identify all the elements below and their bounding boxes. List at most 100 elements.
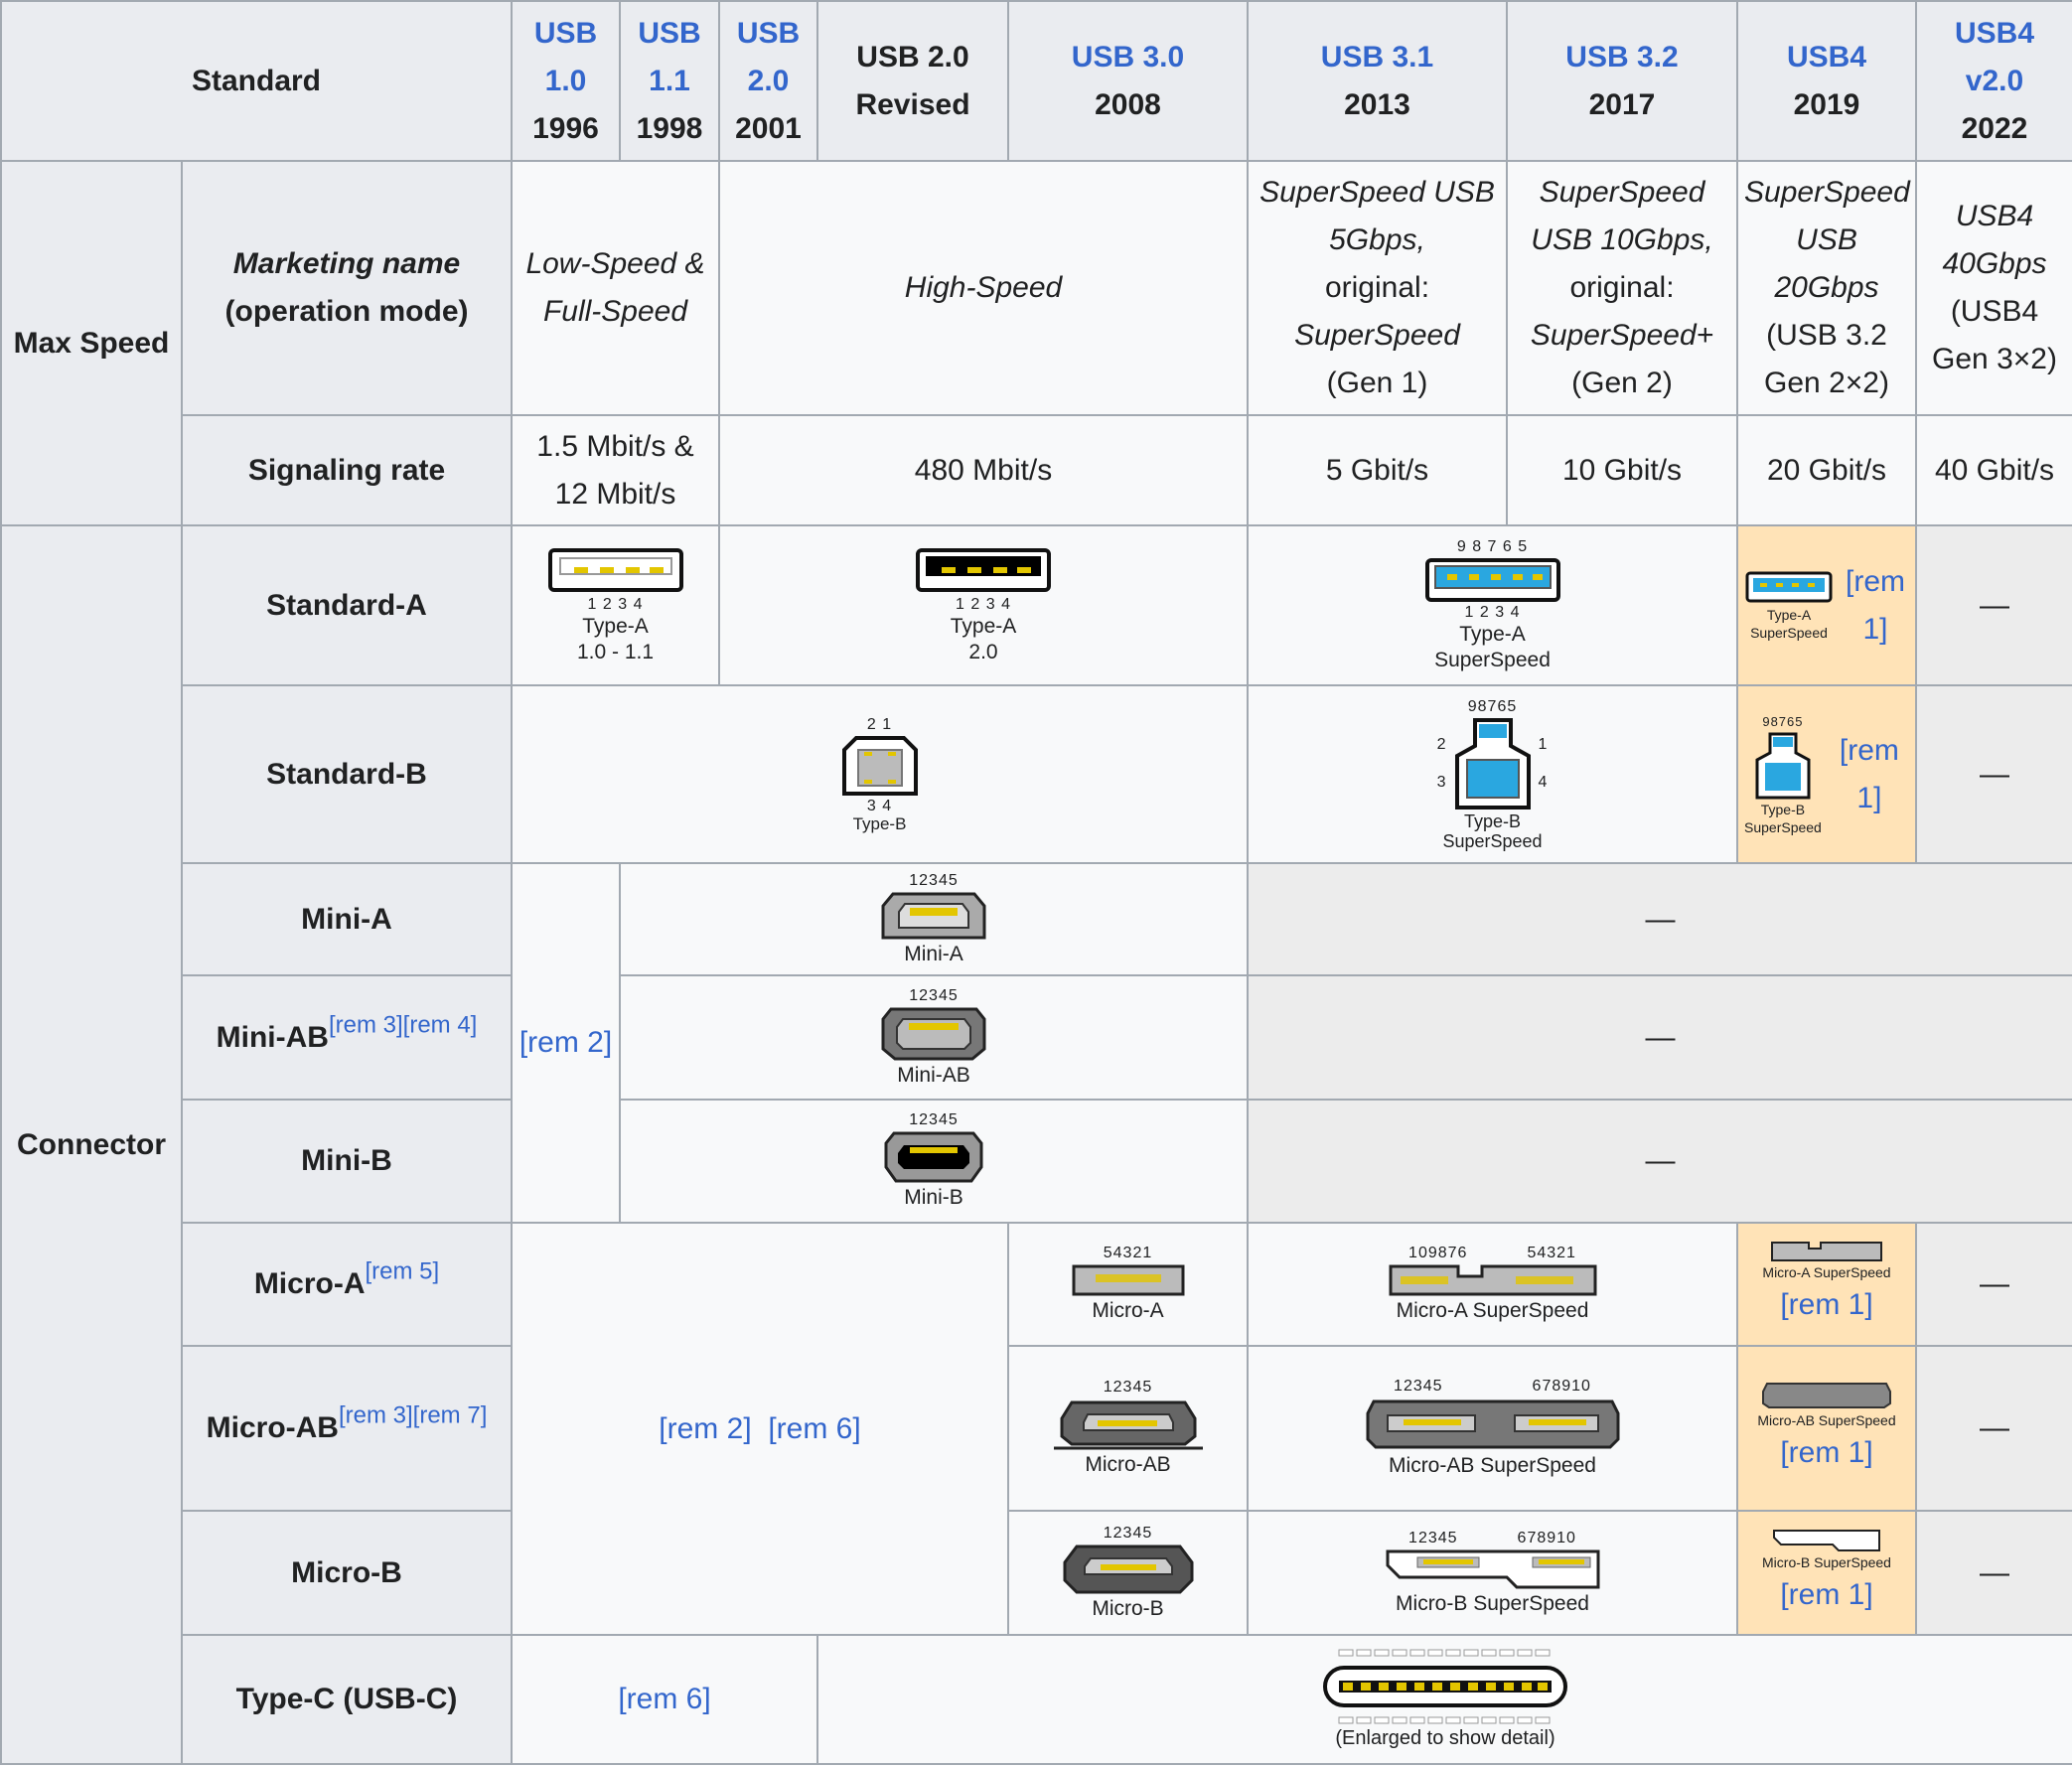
max-speed-header: Max Speed: [0, 160, 183, 526]
mini-b-label: Mini-B: [181, 1099, 513, 1224]
rem-2-link[interactable]: [rem 2]: [518, 1026, 613, 1059]
connector-header: Connector: [0, 524, 183, 1765]
marketing-usb32: SuperSpeed USB 20Gbps (USB 3.2 Gen 2×2): [1736, 160, 1917, 416]
marketing-usb30: SuperSpeed USB 5Gbps, original: SuperSpeed…: [1247, 160, 1508, 416]
mini-b-connector-icon: [884, 1131, 983, 1183]
micro-a-ss-cell: 109876 54321 Micro-A SuperSpeed: [1247, 1222, 1738, 1347]
mini-ab-cell: 12345 Mini-AB: [619, 974, 1249, 1101]
rem-1-link[interactable]: [rem 1]: [1839, 733, 1899, 814]
standard-header: Standard: [0, 0, 513, 162]
signaling-row: Signaling rate 1.5 Mbit/s & 12 Mbit/s 48…: [1, 414, 2072, 526]
micro-ab-row: Micro-AB[rem 3][rem 7] 12345 Micro-AB 12…: [1, 1345, 2072, 1512]
micro-b-ss-usb32-cell: Micro-B SuperSpeed [rem 1]: [1736, 1510, 1917, 1636]
micro-a-usb4-na: —: [1915, 1222, 2072, 1347]
type-b-superspeed-connector-icon: [1454, 717, 1531, 809]
micro-b-connector-icon: [1063, 1545, 1193, 1593]
signal-high: 480 Mbit/s: [718, 414, 1249, 526]
micro-b-superspeed-small-icon: [1773, 1529, 1880, 1551]
standard-a-usb4-na: —: [1915, 524, 2072, 686]
type-b-cell: 2 1 3 4 Type-B: [511, 684, 1249, 864]
type-a-11-cell: 1 2 3 4 Type-A 1.0 - 1.1: [511, 524, 720, 686]
rem-2-link[interactable]: [rem 2]: [659, 1411, 752, 1445]
micro-b-ss-cell: 12345 678910 Micro-B SuperSpeed: [1247, 1510, 1738, 1636]
micro-ab-cell: 12345 Micro-AB: [1007, 1345, 1249, 1512]
micro-a-row: Micro-A[rem 5] [rem 2] [rem 6] 54321 Mic…: [1, 1222, 2072, 1636]
standard-b-usb4-na: —: [1915, 684, 2072, 864]
col-usb4: USB4 2019: [1736, 0, 1917, 162]
marketing-usb4: USB4 40Gbps (USB4 Gen 3×2): [1915, 160, 2072, 416]
micro-b-label: Micro-B: [181, 1510, 513, 1636]
usb4-link[interactable]: USB4: [1786, 40, 1867, 74]
micro-b-usb4-na: —: [1915, 1510, 2072, 1636]
col-usb11: USB 1.1 1998: [619, 0, 720, 162]
type-c-connector-icon: [1323, 1649, 1567, 1724]
marketing-high-speed: High-Speed: [718, 160, 1249, 416]
marketing-row: Max Speed Marketing name (operation mode)…: [0, 160, 2072, 526]
signal-usb31: 10 Gbit/s: [1506, 414, 1738, 526]
micro-ab-ss-cell: 12345 678910 Micro-AB SuperSpeed: [1247, 1345, 1738, 1512]
col-usb10: USB 1.0 1996: [511, 0, 621, 162]
micro-ab-connector-icon: [1053, 1400, 1203, 1450]
micro-ab-superspeed-connector-icon: [1366, 1399, 1619, 1449]
col-usb30: USB 3.0 2008: [1007, 0, 1249, 162]
mini-a-cell: 12345 Mini-A: [619, 862, 1249, 976]
standard-a-label: Standard-A: [181, 524, 513, 686]
type-a-superspeed-small-icon: [1745, 571, 1833, 602]
rem-3-link[interactable]: [rem 3]: [338, 1401, 413, 1429]
signal-usb4: 40 Gbit/s: [1915, 414, 2072, 526]
usb-1-1-link[interactable]: USB 1.1: [638, 16, 701, 97]
rem-1-link[interactable]: [rem 1]: [1846, 564, 1905, 646]
type-b-superspeed-small-icon: [1755, 732, 1811, 799]
marketing-usb31: SuperSpeed USB 10Gbps, original: SuperSpee…: [1506, 160, 1738, 416]
mini-ab-na: —: [1247, 974, 2072, 1101]
mini-a-connector-icon: [881, 892, 986, 939]
micro-a-superspeed-small-icon: [1771, 1242, 1882, 1261]
standard-b-label: Standard-B: [181, 684, 513, 864]
rem-3-link[interactable]: [rem 3]: [328, 1011, 403, 1039]
micro-rem-cell: [rem 2] [rem 6]: [511, 1222, 1009, 1636]
rem-1-link[interactable]: [rem 1]: [1780, 1577, 1873, 1611]
rem-6-link[interactable]: [rem 6]: [618, 1683, 711, 1715]
standard-a-row: Connector Standard-A 1 2 3 4 Type-A 1.0 -…: [0, 524, 2072, 1765]
usb-3-0-link[interactable]: USB 3.0: [1071, 40, 1185, 74]
col-usb4v2: USB4 v2.0 2022: [1915, 0, 2072, 162]
micro-a-connector-icon: [1072, 1264, 1184, 1296]
marketing-low-full: Low-Speed & Full-Speed: [511, 160, 720, 416]
micro-ab-label: Micro-AB[rem 3][rem 7]: [181, 1345, 513, 1512]
usb-3-2-link[interactable]: USB 3.2: [1565, 40, 1679, 74]
rem-7-link[interactable]: [rem 7]: [412, 1401, 488, 1429]
type-c-cell: (Enlarged to show detail): [816, 1634, 2072, 1765]
rem-1-link[interactable]: [rem 1]: [1780, 1288, 1873, 1321]
mini-a-na: —: [1247, 862, 2072, 976]
mini-a-row: Mini-A [rem 2] 12345 Mini-A —: [1, 862, 2072, 1224]
rem-4-link[interactable]: [rem 4]: [402, 1011, 478, 1039]
rem-6-link[interactable]: [rem 6]: [768, 1411, 861, 1445]
usb-2-0-link[interactable]: USB 2.0: [736, 16, 801, 97]
micro-b-row: Micro-B 12345 Micro-B 12345 678910 Micro-…: [1, 1510, 2072, 1636]
micro-ab-usb4-na: —: [1915, 1345, 2072, 1512]
type-a-superspeed-connector-icon: [1424, 557, 1560, 602]
type-c-row: Type-C (USB-C) [rem 6] (Enlarged to show…: [1, 1634, 2072, 1765]
signaling-label: Signaling rate: [181, 414, 513, 526]
col-usb20: USB 2.0 2001: [718, 0, 818, 162]
usb4-v2-link[interactable]: USB4 v2.0: [1954, 16, 2035, 97]
micro-a-ss-usb32-cell: Micro-A SuperSpeed [rem 1]: [1736, 1222, 1917, 1347]
usb-1-0-link[interactable]: USB 1.0: [533, 16, 598, 97]
mini-ab-label: Mini-AB[rem 3][rem 4]: [181, 974, 513, 1101]
micro-a-label: Micro-A[rem 5]: [181, 1222, 513, 1347]
usb-3-1-link[interactable]: USB 3.1: [1320, 40, 1434, 74]
col-usb31: USB 3.1 2013: [1247, 0, 1508, 162]
type-a-ss-usb32-cell: Type-A SuperSpeed [rem 1]: [1736, 524, 1917, 686]
micro-b-superspeed-connector-icon: [1386, 1549, 1599, 1588]
type-a-20-cell: 1 2 3 4 Type-A 2.0: [718, 524, 1249, 686]
signal-usb30: 5 Gbit/s: [1247, 414, 1508, 526]
signal-low-full: 1.5 Mbit/s & 12 Mbit/s: [511, 414, 720, 526]
micro-a-superspeed-connector-icon: [1389, 1264, 1596, 1296]
col-usb20-revised: USB 2.0 Revised: [816, 0, 1009, 162]
rem-5-link[interactable]: [rem 5]: [365, 1257, 440, 1285]
marketing-label: Marketing name (operation mode): [181, 160, 513, 416]
rem-1-link[interactable]: [rem 1]: [1780, 1436, 1873, 1469]
